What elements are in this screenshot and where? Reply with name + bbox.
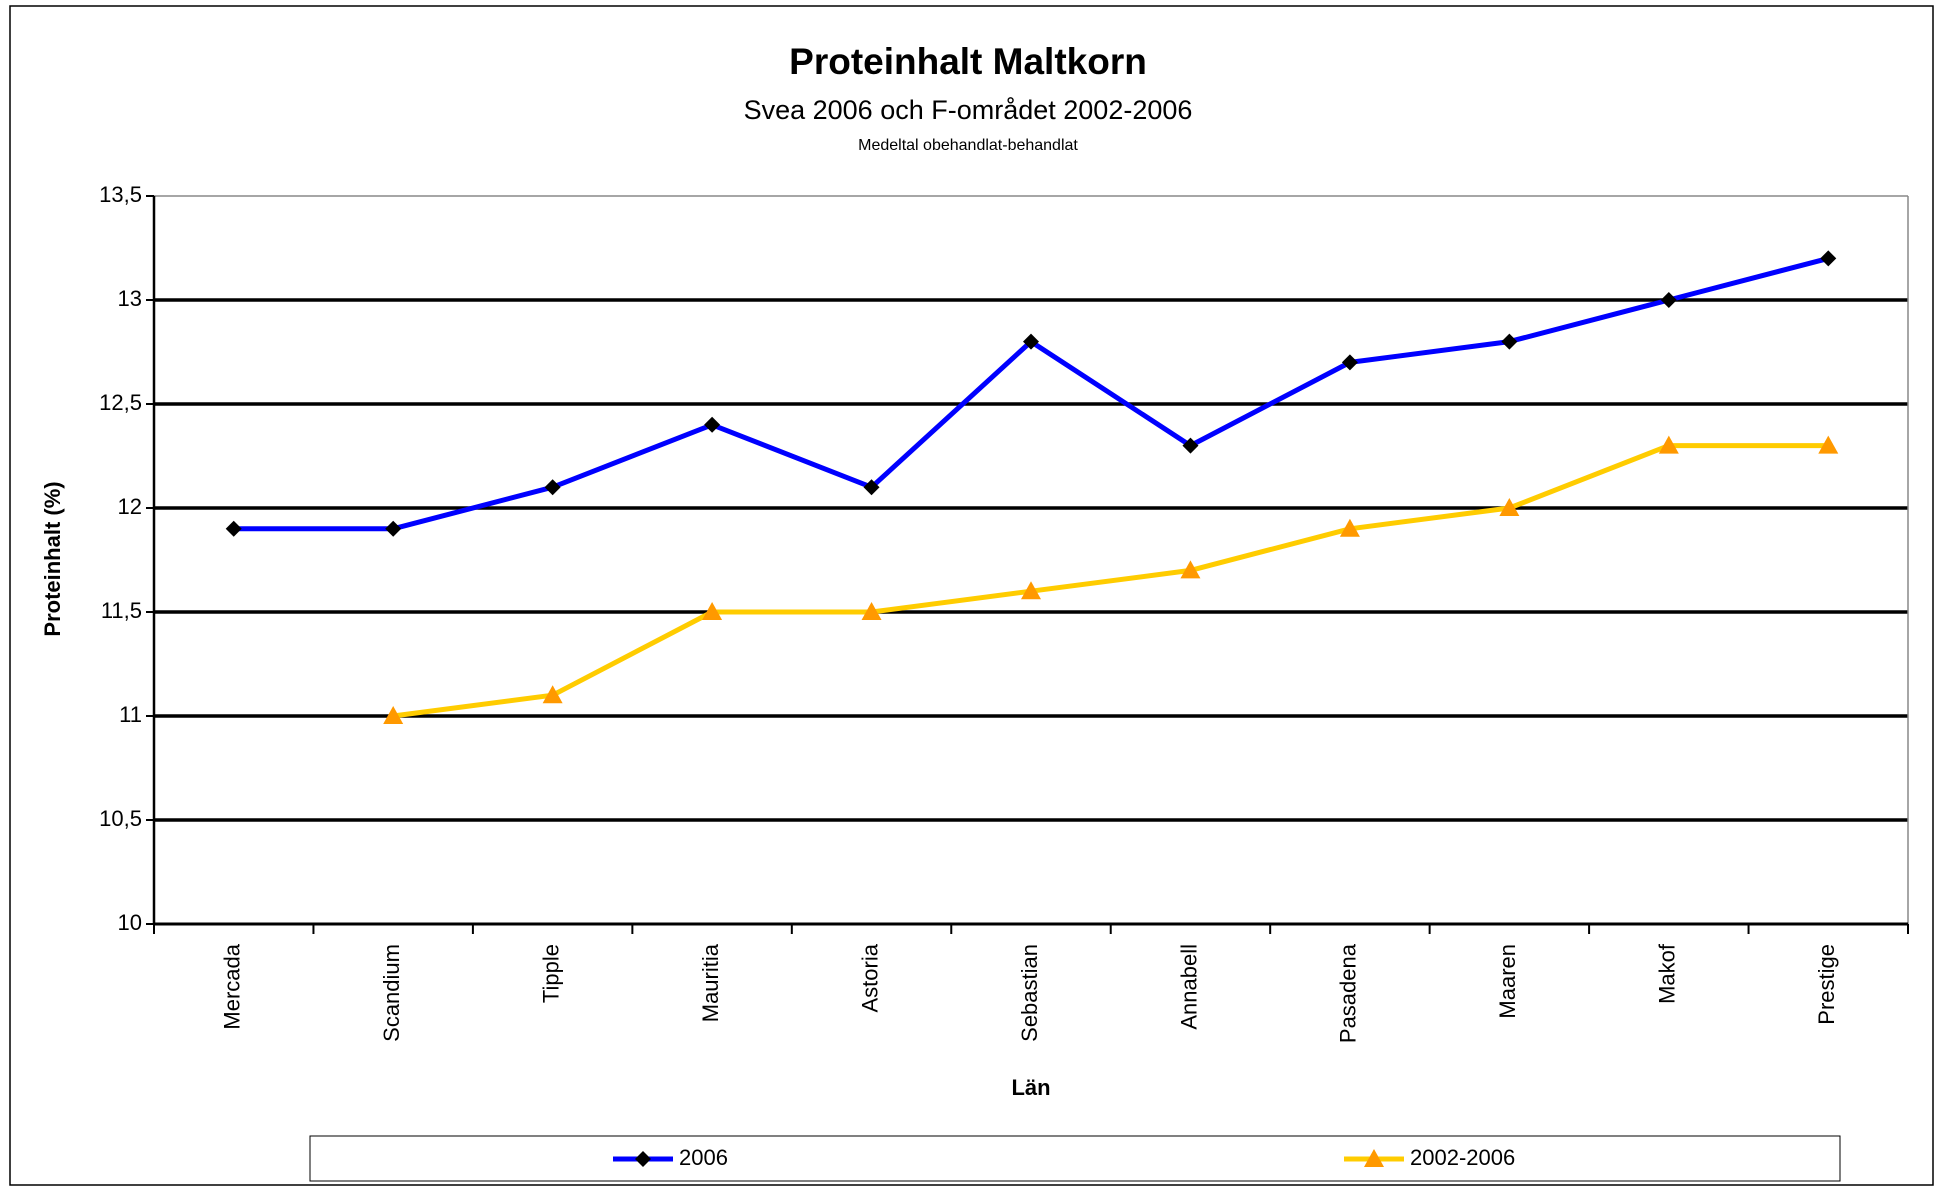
x-tick-label: Sebastian bbox=[1017, 944, 1042, 1042]
y-tick-label: 13 bbox=[118, 286, 142, 311]
chart-title: Proteinhalt Maltkorn bbox=[789, 41, 1147, 82]
chart-subtitle: Svea 2006 och F-området 2002-2006 bbox=[744, 95, 1193, 125]
x-tick-label: Annabell bbox=[1176, 944, 1201, 1030]
y-tick-label: 10,5 bbox=[99, 806, 142, 831]
y-axis-label: Proteinhalt (%) bbox=[40, 481, 65, 636]
series-line bbox=[392, 443, 1829, 719]
data-point bbox=[1660, 292, 1677, 308]
x-tick-label: Tipple bbox=[538, 944, 563, 1003]
data-point bbox=[1820, 250, 1837, 267]
y-tick-label: 12 bbox=[118, 494, 142, 519]
data-point bbox=[1658, 435, 1679, 454]
y-tick-label: 11 bbox=[119, 702, 142, 727]
chart-note: Medeltal obehandlat-behandlat bbox=[858, 137, 1078, 154]
data-point bbox=[1499, 498, 1520, 516]
legend-marker bbox=[635, 1151, 651, 1167]
y-tick-label: 12,5 bbox=[99, 390, 142, 415]
x-tick-label: Maaren bbox=[1495, 944, 1520, 1019]
data-point bbox=[1182, 437, 1199, 454]
x-tick-label: Scandium bbox=[379, 944, 404, 1042]
data-point bbox=[1341, 354, 1358, 371]
data-point bbox=[385, 520, 402, 537]
legend-label: 2006 bbox=[679, 1145, 728, 1170]
data-point bbox=[1021, 581, 1041, 600]
legend-label: 2002-2006 bbox=[1410, 1145, 1515, 1170]
y-tick-label: 13,5 bbox=[99, 182, 142, 207]
data-point bbox=[863, 479, 880, 496]
x-tick-label: Makof bbox=[1655, 943, 1680, 1004]
data-point bbox=[861, 602, 882, 620]
data-point bbox=[544, 479, 561, 496]
data-point bbox=[225, 520, 242, 537]
x-tick-label: Prestige bbox=[1814, 944, 1839, 1025]
data-point bbox=[1501, 333, 1518, 350]
x-tick-label: Pasadena bbox=[1336, 943, 1361, 1043]
x-tick-label: Mercada bbox=[220, 943, 245, 1029]
x-axis-label: Län bbox=[1011, 1075, 1050, 1100]
legend-marker bbox=[1364, 1149, 1384, 1167]
data-point bbox=[542, 685, 563, 704]
legend-box bbox=[309, 1135, 1841, 1182]
x-tick-label: Astoria bbox=[857, 943, 882, 1012]
data-point bbox=[702, 602, 723, 620]
y-tick-label: 11,5 bbox=[101, 598, 142, 623]
x-tick-label: Mauritia bbox=[698, 943, 723, 1022]
data-point bbox=[704, 416, 721, 433]
y-tick-label: 10 bbox=[118, 910, 142, 935]
data-point bbox=[1818, 435, 1839, 454]
chart-frame bbox=[9, 5, 1934, 1186]
data-point bbox=[1180, 560, 1201, 579]
data-point bbox=[1023, 333, 1039, 350]
data-point bbox=[1339, 518, 1360, 537]
data-point bbox=[383, 706, 404, 724]
